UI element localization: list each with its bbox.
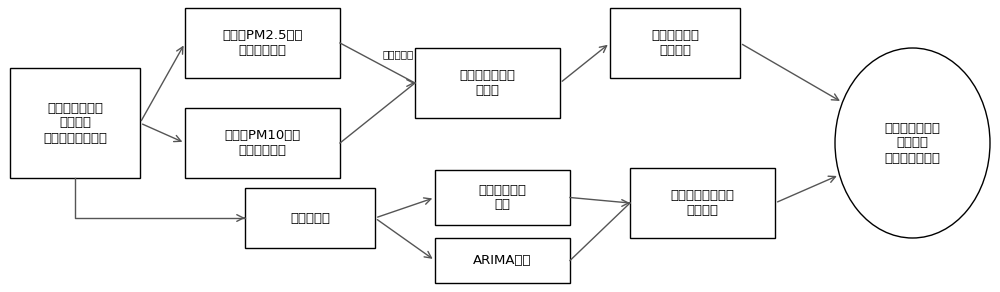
Text: 改进免疫算法
模型: 改进免疫算法 模型 bbox=[479, 183, 526, 211]
Text: 大数据分析: 大数据分析 bbox=[290, 211, 330, 225]
Text: 空气质量污染变化
规律分析: 空气质量污染变化 规律分析 bbox=[670, 189, 734, 217]
Text: 火电厂生产数据
气象数据
空气质量监测数据: 火电厂生产数据 气象数据 空气质量监测数据 bbox=[43, 102, 107, 145]
Text: 火力发电厂排放
粉尘污染
定量和预测分析: 火力发电厂排放 粉尘污染 定量和预测分析 bbox=[885, 121, 940, 164]
Bar bbox=[415, 48, 560, 118]
Text: ARIMA模型: ARIMA模型 bbox=[473, 254, 532, 267]
Text: 计算、仿真: 计算、仿真 bbox=[382, 49, 414, 59]
Ellipse shape bbox=[835, 48, 990, 238]
Bar bbox=[10, 68, 140, 178]
Text: 单火电厂污染定
量模型: 单火电厂污染定 量模型 bbox=[460, 69, 516, 97]
Bar bbox=[245, 188, 375, 248]
Bar bbox=[610, 8, 740, 78]
Text: 火电厂PM10扩散
仿真数学模型: 火电厂PM10扩散 仿真数学模型 bbox=[224, 129, 301, 157]
Bar bbox=[185, 8, 340, 78]
Bar bbox=[630, 168, 775, 238]
Text: 多火电厂污染
定量叠加: 多火电厂污染 定量叠加 bbox=[651, 29, 699, 57]
Text: 火电厂PM2.5扩散
仿真数学模型: 火电厂PM2.5扩散 仿真数学模型 bbox=[222, 29, 303, 57]
Bar bbox=[435, 170, 570, 225]
Bar bbox=[435, 238, 570, 283]
Bar bbox=[185, 108, 340, 178]
